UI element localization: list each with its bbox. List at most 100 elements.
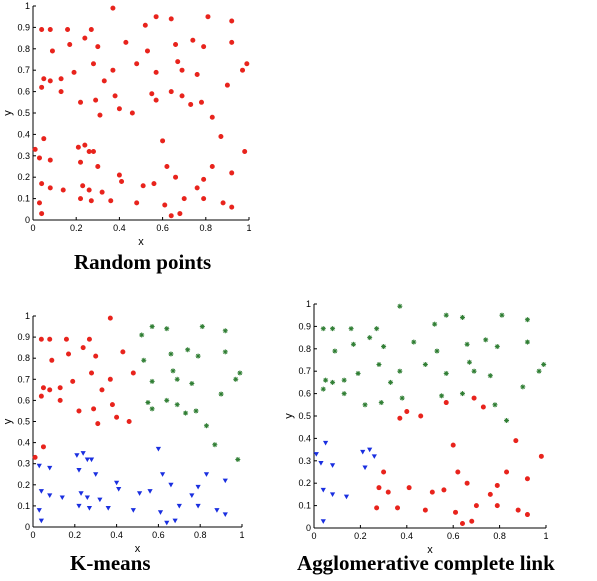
data-point [536, 368, 542, 374]
data-point [84, 457, 90, 463]
data-point [483, 337, 489, 343]
data-point [189, 493, 195, 498]
data-point [149, 378, 155, 384]
data-point [350, 341, 356, 347]
data-point [388, 379, 394, 385]
data-point [399, 395, 405, 401]
y-tick-label: 0.8 [298, 344, 311, 354]
data-point [168, 351, 174, 357]
data-point [513, 438, 519, 444]
data-point [201, 196, 207, 202]
data-point [107, 376, 113, 382]
y-tick-label: 0.9 [17, 22, 30, 32]
data-point [329, 492, 336, 497]
data-point [41, 76, 47, 82]
data-point [38, 518, 44, 524]
y-tick-label: 1 [25, 311, 30, 321]
data-point [157, 510, 164, 515]
x-axis-label: x [135, 543, 141, 555]
data-point [385, 489, 391, 495]
data-point [32, 146, 38, 152]
y-tick-label: 0 [25, 522, 30, 532]
data-point [330, 326, 336, 332]
data-point [139, 332, 145, 338]
data-point [107, 315, 113, 321]
data-point [194, 185, 200, 191]
x-tick-label: 0.8 [194, 530, 207, 540]
data-point [99, 189, 105, 195]
y-tick-label: 0.5 [17, 108, 30, 118]
data-point [455, 469, 461, 475]
data-point [123, 39, 129, 45]
data-point [201, 176, 207, 182]
x-tick-label: 0.6 [447, 531, 460, 541]
data-point [84, 495, 90, 501]
data-point [80, 345, 86, 351]
data-point [222, 349, 228, 355]
y-tick-label: 1 [25, 1, 30, 11]
data-point [47, 185, 53, 191]
data-point [214, 508, 220, 513]
data-point [140, 183, 146, 189]
data-point [58, 89, 64, 95]
data-point [224, 82, 230, 88]
data-point [168, 89, 174, 95]
data-point [504, 469, 510, 475]
data-point [114, 480, 120, 486]
y-tick-label: 0.3 [17, 459, 30, 469]
data-point [47, 157, 53, 163]
data-point [209, 114, 215, 120]
x-tick-label: 1 [239, 530, 244, 540]
data-point [91, 406, 97, 412]
y-tick-label: 0.7 [17, 374, 30, 384]
data-point [235, 456, 241, 462]
data-point [172, 518, 178, 524]
data-point [93, 97, 99, 103]
data-point [229, 170, 235, 176]
x-tick-label: 1 [246, 223, 251, 233]
data-point [459, 391, 465, 397]
data-point [147, 489, 153, 494]
data-point [90, 149, 96, 155]
data-point [473, 503, 479, 509]
data-point [101, 78, 107, 84]
data-point [397, 303, 403, 309]
x-tick-label: 0.6 [156, 223, 169, 233]
data-point [538, 453, 544, 459]
data-point [145, 400, 151, 406]
data-point [203, 472, 210, 477]
data-point [88, 198, 94, 204]
chart-k-means-svg: 0 0.1 0.2 0.3 0.4 0.5 0.6 0.7 0.8 0.9 1 0 0.2 0.4 0.6 0… [2, 311, 245, 555]
data-point [116, 106, 122, 112]
data-point [57, 397, 63, 403]
data-point [504, 417, 510, 423]
data-point [220, 200, 226, 206]
y-tick-label: 0.8 [17, 44, 30, 54]
data-point [487, 491, 493, 497]
x-tick-label: 0.2 [70, 223, 83, 233]
data-point [185, 347, 191, 353]
data-point [149, 406, 155, 412]
data-point [153, 97, 159, 103]
data-point [130, 370, 136, 376]
data-point [362, 465, 368, 471]
data-point [76, 408, 82, 414]
data-point [160, 138, 166, 144]
data-point [323, 377, 329, 383]
data-point [120, 349, 126, 355]
data-point [190, 37, 196, 43]
y-tick-label: 0.1 [17, 194, 30, 204]
data-point [153, 14, 159, 20]
x-tick-label: 0.8 [493, 531, 506, 541]
data-point [114, 414, 120, 420]
data-point [36, 155, 42, 161]
data-point [76, 503, 82, 509]
data-point [450, 442, 456, 448]
data-point [38, 336, 44, 342]
data-point [151, 181, 157, 187]
data-point [40, 444, 46, 450]
data-point [164, 520, 170, 526]
data-point [418, 413, 424, 419]
data-point [36, 508, 42, 513]
data-point [179, 67, 185, 73]
